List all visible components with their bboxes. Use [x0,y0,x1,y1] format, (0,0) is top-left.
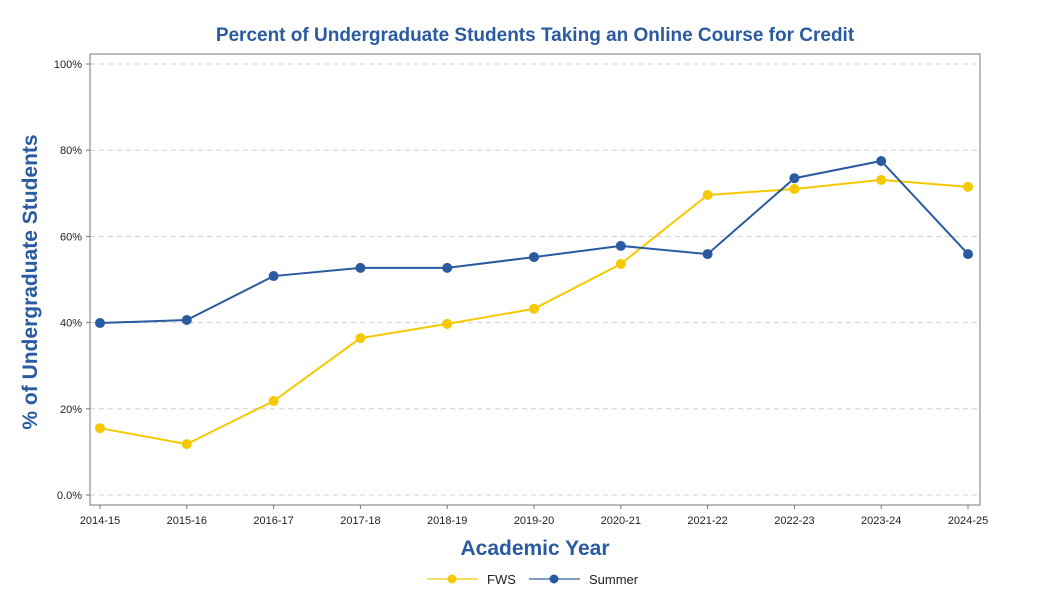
plot-frame [89,53,981,506]
legend-marker [549,574,559,584]
data-point [963,249,973,260]
data-point [355,262,366,273]
y-tick-label: 0.0% [57,490,82,502]
series-fws [95,174,973,450]
y-tick-label: 40% [60,318,82,330]
data-point [876,174,887,185]
x-tick-label: 2021-22 [687,515,727,527]
data-point [181,439,192,450]
x-tick-label: 2022-23 [774,515,814,527]
x-tick-label: 2019-20 [514,515,554,527]
data-point [615,240,626,251]
x-tick-label: 2016-17 [253,515,293,527]
y-tick-label: 60% [60,231,82,243]
x-axis-label: Academic Year [460,537,609,560]
y-axis-label: % of Undergraduate Students [19,134,42,429]
x-tick-label: 2024-25 [948,515,988,527]
legend-label: Summer [589,572,639,587]
data-point [268,396,279,407]
data-point [789,173,800,184]
legend-label: FWS [487,572,516,587]
data-point [615,258,626,269]
x-tick-label: 2023-24 [861,515,901,527]
data-point [95,318,105,329]
data-point [876,155,887,166]
x-tick-label: 2014-15 [80,515,120,527]
data-point [963,181,973,192]
series-summer [95,155,973,329]
data-point [529,252,539,263]
data-point [789,183,800,194]
data-point [529,303,539,314]
data-point [442,262,453,273]
y-tick-label: 20% [60,404,82,416]
legend-marker [447,574,457,584]
y-tick-label: 100% [54,59,82,71]
x-tick-label: 2017-18 [340,515,380,527]
y-tick-label: 80% [60,145,82,157]
data-point [355,333,366,344]
legend: FWS Summer [427,572,639,587]
x-tick-label: 2018-19 [427,515,467,527]
data-point [95,423,105,434]
data-point [702,190,713,201]
data-point [268,271,279,282]
x-tick-label: 2020-21 [601,515,641,527]
data-point [181,315,192,326]
data-point [442,318,453,329]
data-point [702,249,713,260]
chart-title: Percent of Undergraduate Students Taking… [216,25,855,46]
x-tick-label: 2015-16 [167,515,207,527]
